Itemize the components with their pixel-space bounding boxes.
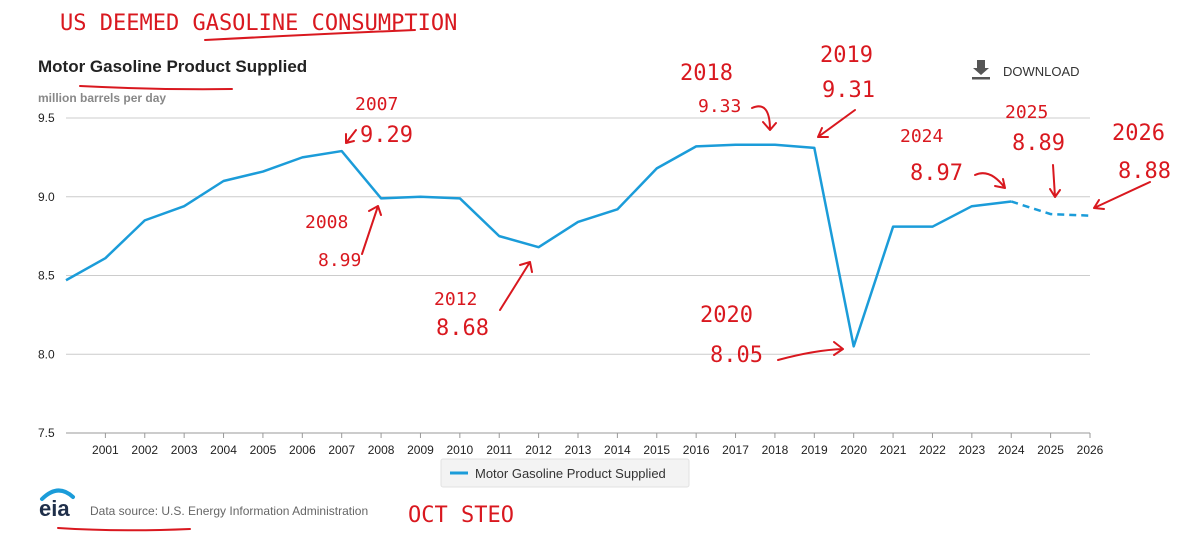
handwritten-footer: OCT STEO xyxy=(408,503,514,528)
x-axis-ticks: 2001 2002 2003 2004 2005 2006 2007 2008 2009 2010… xyxy=(66,432,1104,457)
y-tick-label: 9.5 xyxy=(38,111,55,125)
annotation-2018-arrow xyxy=(751,105,777,131)
y-tick-label: 8.0 xyxy=(38,347,55,361)
x-tick-label: 2020 xyxy=(840,443,867,457)
x-tick-label: 2007 xyxy=(328,443,355,457)
annotation-2026: 2026 8.88 xyxy=(1093,121,1171,210)
eia-logo: eia xyxy=(39,488,75,521)
annotation-2012-year: 2012 xyxy=(434,289,477,310)
annotation-2024-value: 8.97 xyxy=(910,161,963,186)
annotation-2008-arrow xyxy=(361,205,382,255)
x-tick-label: 2016 xyxy=(683,443,710,457)
x-tick-label: 2017 xyxy=(722,443,749,457)
x-tick-label: 2011 xyxy=(486,443,512,457)
y-tick-label: 7.5 xyxy=(38,426,55,440)
legend-box xyxy=(440,458,690,488)
x-tick-label: 2012 xyxy=(525,443,552,457)
logo-underline xyxy=(57,527,191,532)
annotation-2019-value: 9.31 xyxy=(822,78,875,103)
x-tick-label: 2026 xyxy=(1077,443,1104,457)
series-line-forecast xyxy=(1010,200,1091,217)
x-tick-label: 2002 xyxy=(131,443,158,457)
data-source: Data source: U.S. Energy Information Adm… xyxy=(90,504,368,518)
annotation-2025: 2025 8.89 xyxy=(1005,102,1065,198)
download-button[interactable]: DOWNLOAD xyxy=(972,60,1080,80)
annotation-2018: 2018 9.33 xyxy=(680,61,777,131)
annotation-2018-value: 9.33 xyxy=(698,96,741,117)
annotation-2007-arrow xyxy=(345,129,357,144)
annotation-2026-value: 8.88 xyxy=(1118,159,1171,184)
annotation-2019-arrow xyxy=(817,109,856,138)
download-label: DOWNLOAD xyxy=(1003,64,1080,79)
annotation-2020-year: 2020 xyxy=(700,303,753,328)
annotation-2007-value: 9.29 xyxy=(360,123,413,148)
legend-label: Motor Gasoline Product Supplied xyxy=(475,466,666,481)
x-tick-label: 2019 xyxy=(801,443,828,457)
annotation-2019: 2019 9.31 xyxy=(817,43,875,138)
x-tick-label: 2024 xyxy=(998,443,1025,457)
annotation-2020: 2020 8.05 xyxy=(700,303,844,368)
annotation-2024: 2024 8.97 xyxy=(900,126,1006,189)
chart-subtitle: million barrels per day xyxy=(38,91,166,105)
annotation-2012-arrow xyxy=(499,261,533,311)
x-tick-label: 2006 xyxy=(289,443,316,457)
annotation-2018-year: 2018 xyxy=(680,61,733,86)
annotation-2024-arrow xyxy=(974,172,1006,189)
annotation-2019-year: 2019 xyxy=(820,43,873,68)
x-tick-label: 2023 xyxy=(958,443,985,457)
annotation-2020-arrow xyxy=(777,341,844,361)
x-tick-label: 2018 xyxy=(762,443,789,457)
x-tick-label: 2022 xyxy=(919,443,946,457)
x-tick-label: 2005 xyxy=(250,443,277,457)
annotation-2007: 2007 9.29 xyxy=(345,94,413,148)
x-tick-label: 2013 xyxy=(565,443,592,457)
x-tick-label: 2004 xyxy=(210,443,237,457)
annotation-2026-year: 2026 xyxy=(1112,121,1165,146)
x-tick-label: 2009 xyxy=(407,443,434,457)
eia-logo-text: eia xyxy=(39,496,70,521)
annotation-2024-year: 2024 xyxy=(900,126,943,147)
annotation-2020-value: 8.05 xyxy=(710,343,763,368)
annotation-2007-year: 2007 xyxy=(355,94,398,115)
y-tick-label: 9.0 xyxy=(38,190,55,204)
annotation-2026-arrow xyxy=(1093,181,1151,210)
heading-underline xyxy=(204,29,416,41)
x-tick-label: 2025 xyxy=(1037,443,1064,457)
x-tick-label: 2008 xyxy=(368,443,395,457)
annotation-2012: 2012 8.68 xyxy=(434,261,533,341)
annotation-2008: 2008 8.99 xyxy=(305,205,382,271)
annotation-2025-arrow xyxy=(1049,164,1061,198)
annotation-2008-value: 8.99 xyxy=(318,250,361,271)
annotation-2025-year: 2025 xyxy=(1005,102,1048,123)
chart-title: Motor Gasoline Product Supplied xyxy=(38,57,307,76)
y-tick-label: 8.5 xyxy=(38,269,55,283)
series-line-historical xyxy=(65,143,1012,348)
download-icon xyxy=(972,60,990,80)
series-line xyxy=(65,143,1091,348)
x-tick-label: 2010 xyxy=(446,443,473,457)
y-axis-ticks: 7.5 8.0 8.5 9.0 9.5 xyxy=(38,111,55,440)
annotation-2012-value: 8.68 xyxy=(436,316,489,341)
x-tick-label: 2015 xyxy=(643,443,670,457)
title-underline xyxy=(79,85,233,91)
annotation-2025-value: 8.89 xyxy=(1012,131,1065,156)
handwritten-heading: US DEEMED GASOLINE CONSUMPTION xyxy=(60,11,457,36)
x-tick-label: 2014 xyxy=(604,443,631,457)
annotation-2008-year: 2008 xyxy=(305,212,348,233)
x-tick-label: 2021 xyxy=(880,443,907,457)
legend[interactable]: Motor Gasoline Product Supplied xyxy=(440,458,690,488)
x-tick-label: 2003 xyxy=(171,443,198,457)
x-tick-label: 2001 xyxy=(92,443,119,457)
